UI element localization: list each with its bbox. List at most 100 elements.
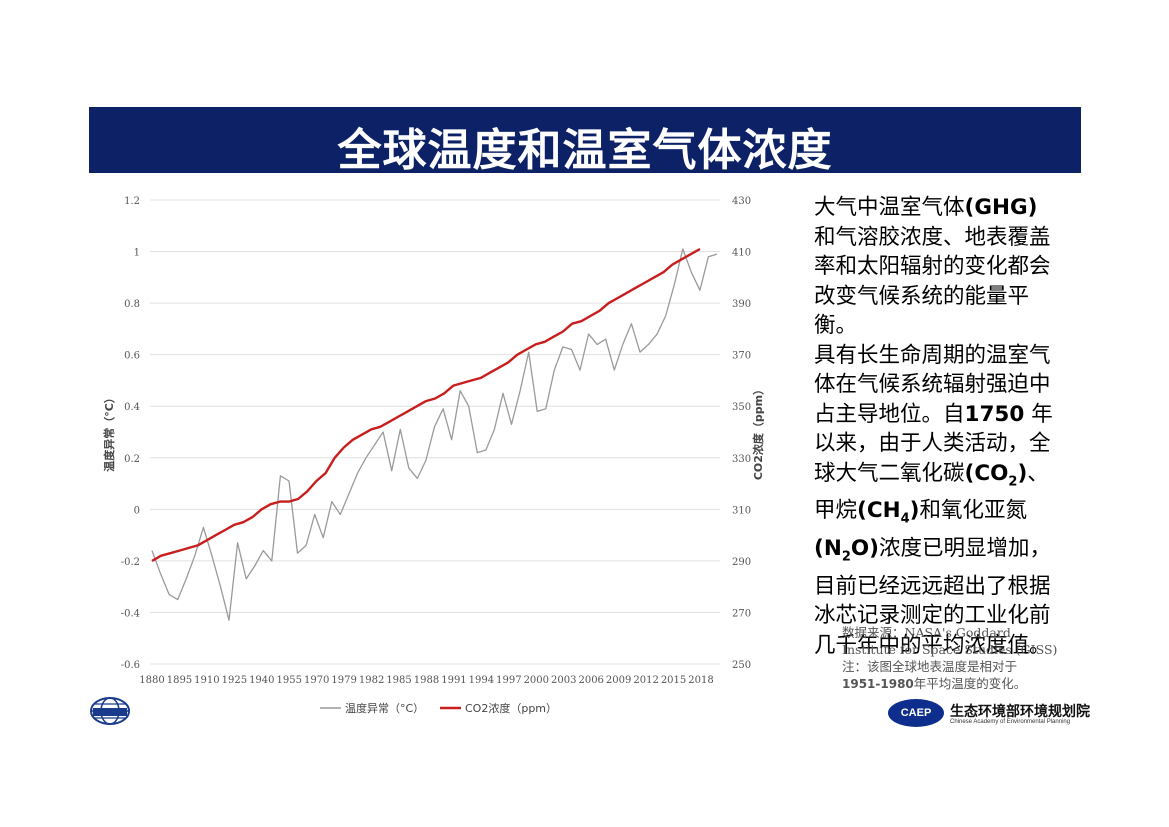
x-tick-label: 1970 bbox=[304, 675, 329, 686]
y-tick-label: 0.2 bbox=[124, 454, 140, 465]
x-tick-label: 1988 bbox=[414, 675, 439, 686]
description-line: 冰芯记录测定的工业化前 bbox=[814, 601, 1064, 631]
y2-tick-label: 350 bbox=[732, 402, 751, 413]
y-tick-label: -0.2 bbox=[121, 557, 140, 568]
y-tick-label: 0 bbox=[134, 505, 140, 516]
description-run: ) bbox=[909, 498, 920, 524]
y-tick-label: -0.6 bbox=[121, 660, 140, 671]
baseline-years: 1951-1980 bbox=[842, 677, 914, 691]
description-run: 甲烷 bbox=[814, 498, 858, 524]
x-tick-label: 1994 bbox=[469, 675, 494, 686]
description-line: 大气中温室气体(GHG) bbox=[814, 193, 1064, 223]
y2-tick-label: 410 bbox=[732, 248, 751, 259]
description-line: 具有长生命周期的温室气 bbox=[814, 341, 1064, 371]
description-run: 浓度已明显增加， bbox=[878, 536, 1051, 562]
description-run: 4 bbox=[900, 511, 910, 527]
co2-line bbox=[151, 247, 701, 562]
description-line: (N2O)浓度已明显增加， bbox=[814, 534, 1064, 572]
description-run: 率和太阳辐射的变化都会 bbox=[814, 254, 1051, 279]
source-line-4-rest: 年平均温度的变化。 bbox=[913, 676, 1027, 691]
source-line-4: 1951-1980年平均温度的变化。 bbox=[842, 675, 1072, 693]
x-tick-label: 2006 bbox=[578, 675, 603, 686]
x-tick-label: 1880 bbox=[139, 675, 164, 686]
description-run: 具有长生命周期的温室气 bbox=[814, 342, 1051, 368]
x-tick-label: 1982 bbox=[359, 675, 384, 686]
description-run: (CH bbox=[857, 498, 901, 524]
source-note: 数据来源：NASA's Goddard Institute for Space … bbox=[842, 624, 1072, 693]
caep-name: 生态环境部环境规划院 bbox=[950, 704, 1090, 720]
y2-tick-label: 290 bbox=[732, 557, 751, 568]
globe-logo-icon bbox=[90, 697, 130, 725]
caep-english-name: Chinese Academy of Environmental Plannin… bbox=[950, 719, 1071, 725]
description-line: 几千年中的平均浓度值。 bbox=[814, 631, 1064, 661]
description-run: 和氧化亚氮 bbox=[919, 498, 1028, 524]
y-tick-label: 0.8 bbox=[124, 299, 140, 310]
x-tick-label: 1955 bbox=[277, 675, 302, 686]
description-line: 改变气候系统的能量平衡。 bbox=[814, 282, 1064, 341]
y2-tick-label: 250 bbox=[732, 660, 751, 671]
y-tick-label: 1.2 bbox=[124, 196, 140, 207]
description-run: 几千年中的平均浓度值。 bbox=[814, 632, 1051, 658]
description-run: 目前已经远远超出了根据 bbox=[814, 573, 1051, 599]
x-tick-label: 1895 bbox=[167, 675, 192, 686]
description-run: 和气溶胶浓度、地表覆盖 bbox=[814, 224, 1051, 250]
x-tick-label: 1940 bbox=[249, 675, 274, 686]
description-run: 以来，由于人类活动，全 bbox=[814, 431, 1051, 456]
y2-tick-label: 270 bbox=[732, 608, 751, 619]
x-tick-label: 2000 bbox=[524, 675, 549, 686]
x-tick-label: 2003 bbox=[551, 675, 576, 686]
y2-tick-label: 390 bbox=[732, 299, 751, 310]
y2-tick-label: 330 bbox=[732, 454, 751, 465]
x-tick-label: 2012 bbox=[633, 675, 658, 686]
y2-axis-label: CO2浓度（ppm） bbox=[751, 384, 765, 480]
description-run: 体在气候系统辐射强迫中 bbox=[814, 372, 1051, 397]
y2-tick-label: 430 bbox=[732, 196, 751, 207]
description-line: 甲烷(CH4)和氧化亚氮 bbox=[814, 496, 1064, 534]
description-run: 冰芯记录测定的工业化前 bbox=[814, 603, 1051, 629]
x-tick-label: 1925 bbox=[222, 675, 247, 686]
caep-logo: CAEP 生态环境部环境规划院 Chinese Academy of Envir… bbox=[888, 697, 1090, 731]
x-tick-label: 1910 bbox=[194, 675, 219, 686]
y-tick-label: 0.6 bbox=[124, 351, 140, 362]
x-tick-label: 2009 bbox=[606, 675, 631, 686]
description-run: 大气中温室气体 bbox=[814, 195, 965, 220]
description-line: 球大气二氧化碳(CO2)、 bbox=[814, 459, 1064, 497]
temperature-line bbox=[151, 248, 718, 621]
description-line: 和气溶胶浓度、地表覆盖 bbox=[814, 223, 1064, 253]
x-tick-label: 1991 bbox=[441, 675, 466, 686]
y-tick-label: -0.4 bbox=[121, 608, 140, 619]
description-run: 2 bbox=[841, 549, 851, 565]
y-tick-label: 0.4 bbox=[124, 402, 140, 413]
x-tick-label: 2018 bbox=[688, 675, 713, 686]
source-line-3: 注：该图全球地表温度是相对于 bbox=[842, 659, 1018, 674]
description-line: 占主导地位。自1750 年 bbox=[814, 400, 1064, 430]
source-line-1: 数据来源：NASA's Goddard bbox=[842, 625, 1011, 640]
description-run: O) bbox=[850, 536, 879, 562]
description-run: 改变气候系统的能量平衡。 bbox=[814, 283, 1030, 339]
description-run: 占主导地位。自 bbox=[814, 401, 965, 427]
x-tick-label: 1979 bbox=[331, 675, 356, 686]
description-line: 以来，由于人类活动，全 bbox=[814, 429, 1064, 459]
y2-tick-label: 310 bbox=[732, 505, 751, 516]
description-run: 球大气二氧化碳 bbox=[814, 460, 965, 486]
description-line: 目前已经远远超出了根据 bbox=[814, 572, 1064, 602]
description-run: 、 bbox=[1027, 460, 1049, 486]
description-run: 2 bbox=[1008, 473, 1018, 489]
description-run: ) bbox=[1017, 460, 1028, 486]
description-line: 体在气候系统辐射强迫中 bbox=[814, 370, 1064, 400]
legend-temp-label: 温度异常（°C） bbox=[345, 701, 424, 715]
legend: 温度异常（°C） CO2浓度（ppm） bbox=[320, 701, 557, 715]
source-line-2: Institute for Space Studies (GISS) bbox=[842, 642, 1058, 657]
description-run: (N bbox=[814, 536, 842, 562]
title-bar: 全球温度和温室气体浓度 bbox=[89, 107, 1081, 176]
y-axis-label: 温度异常（°C） bbox=[102, 392, 116, 472]
legend-co2-label: CO2浓度（ppm） bbox=[465, 701, 557, 715]
y2-tick-label: 370 bbox=[732, 351, 751, 362]
description-run: (GHG) bbox=[964, 195, 1038, 220]
description-line: 率和太阳辐射的变化都会 bbox=[814, 252, 1064, 282]
description-run: 1750 bbox=[964, 401, 1025, 427]
temperature-co2-chart: 1.2 430 1 410 0.8 390 0.6 370 0.4 350 0.2 330 0 310 -0… bbox=[102, 196, 765, 715]
x-tick-label: 2015 bbox=[661, 675, 686, 686]
slide-title: 全球温度和温室气体浓度 bbox=[337, 125, 833, 176]
description-run: (CO bbox=[964, 460, 1009, 486]
